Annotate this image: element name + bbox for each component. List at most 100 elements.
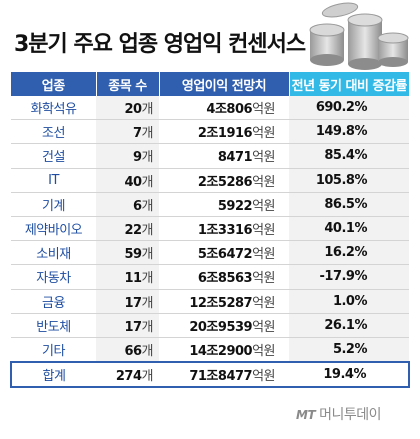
sector-cell: 건설 <box>11 143 96 169</box>
growth-value: 19.4% <box>323 367 366 383</box>
growth-value: -17.9% <box>319 269 368 285</box>
growth-cell: 1.0% <box>289 289 409 314</box>
profit-cell: 12조5287억원 <box>159 289 289 314</box>
sector-label: IT <box>48 172 59 188</box>
profit-value: 6조8563 <box>197 271 253 287</box>
sector-cell: 합계 <box>10 361 96 389</box>
count-cell: 11개 <box>96 264 159 290</box>
growth-value: 86.5% <box>324 196 367 212</box>
profit-value: 71조8477 <box>189 369 253 385</box>
growth-value: 105.8% <box>315 172 368 188</box>
growth-cell: 26.1% <box>289 313 409 338</box>
profit-value: 14조2900 <box>189 343 253 359</box>
count-value: 22 <box>124 223 142 239</box>
logo-prefix: MT <box>296 408 316 422</box>
count-cell: 6개 <box>96 192 159 217</box>
profit-unit: 억원 <box>252 150 275 166</box>
profit-unit: 억원 <box>252 102 275 118</box>
coins-icon <box>309 2 409 70</box>
count-unit: 개 <box>141 319 154 335</box>
profit-cell: 5922억원 <box>159 192 289 217</box>
profit-value: 4조806 <box>206 102 253 118</box>
table-row: 제약바이오 22개 1조3316억원 40.1% <box>11 216 409 242</box>
sector-label: 조선 <box>42 126 65 142</box>
profit-cell: 2조1916억원 <box>159 119 289 145</box>
growth-value: 149.8% <box>315 124 368 140</box>
count-value: 66 <box>124 343 142 359</box>
count-cell: 17개 <box>96 289 159 314</box>
profit-value: 12조5287 <box>189 295 253 311</box>
count-cell: 9개 <box>96 143 159 169</box>
count-cell: 59개 <box>96 240 159 266</box>
sector-cell: 제약바이오 <box>11 216 96 242</box>
profit-value: 2조1916 <box>197 126 253 142</box>
count-unit: 개 <box>141 198 154 214</box>
profit-cell: 4조806억원 <box>159 96 289 121</box>
table-row: 소비재 59개 5조6472억원 16.2% <box>11 240 409 266</box>
sector-label: 합계 <box>42 369 66 385</box>
profit-value: 2조5286 <box>197 174 253 190</box>
profit-unit: 억원 <box>252 271 275 287</box>
sector-label: 자동차 <box>36 271 71 287</box>
count-value: 59 <box>124 247 142 263</box>
growth-value: 40.1% <box>324 221 367 237</box>
count-unit: 개 <box>141 174 154 190</box>
count-unit: 개 <box>141 271 154 287</box>
profit-value: 5조6472 <box>197 247 253 263</box>
profit-unit: 억원 <box>252 343 275 359</box>
count-value: 17 <box>124 295 142 311</box>
sector-label: 기계 <box>42 198 65 214</box>
logo-name: 머니투데이 <box>319 407 381 423</box>
sector-cell: 기계 <box>11 192 96 217</box>
growth-value: 690.2% <box>315 100 368 116</box>
growth-value: 16.2% <box>324 245 367 261</box>
profit-value: 20조9539 <box>189 319 253 335</box>
count-unit: 개 <box>141 150 154 166</box>
total-row: 합계 274개 71조8477억원 19.4% <box>10 361 410 389</box>
count-value: 9 <box>132 150 142 166</box>
profit-value: 1조3316 <box>197 223 253 239</box>
table-header-row: 업종 종목 수 영업이익 전망치 전년 동기 대비 증감률 <box>11 72 409 96</box>
money-today-logo: MT 머니투데이 <box>296 404 381 424</box>
count-cell: 7개 <box>96 119 159 145</box>
count-unit: 개 <box>141 223 154 239</box>
count-cell: 274개 <box>96 361 159 389</box>
profit-cell: 2조5286억원 <box>159 168 289 193</box>
growth-cell: 86.5% <box>289 192 409 217</box>
count-cell: 22개 <box>96 216 159 242</box>
sector-cell: 소비재 <box>11 240 96 266</box>
count-value: 17 <box>124 319 142 335</box>
count-unit: 개 <box>141 126 154 142</box>
sector-label: 금융 <box>42 295 65 311</box>
profit-unit: 억원 <box>252 174 275 190</box>
profit-cell: 8471억원 <box>159 143 289 169</box>
growth-value: 5.2% <box>332 341 368 357</box>
page-title: 3분기 주요 업종 영업익 컨센서스 <box>14 32 306 57</box>
growth-cell: 149.8% <box>289 119 409 145</box>
count-unit: 개 <box>141 369 154 385</box>
sector-label: 기타 <box>42 343 65 359</box>
growth-cell: 40.1% <box>289 216 409 242</box>
profit-cell: 1조3316억원 <box>159 216 289 242</box>
count-value: 7 <box>132 126 142 142</box>
sector-cell: IT <box>11 168 96 193</box>
growth-cell: 85.4% <box>289 143 409 169</box>
table-row: 기타 66개 14조2900억원 5.2% <box>11 337 409 363</box>
header-count: 종목 수 <box>96 72 160 96</box>
count-value: 6 <box>132 198 142 214</box>
table-row: 자동차 11개 6조8563억원 -17.9% <box>11 264 409 290</box>
profit-cell: 71조8477억원 <box>159 361 289 389</box>
count-value: 20 <box>124 102 142 118</box>
count-value: 274 <box>115 369 142 385</box>
table-row: 금융 17개 12조5287억원 1.0% <box>11 289 409 314</box>
profit-cell: 14조2900억원 <box>159 337 289 363</box>
count-value: 40 <box>124 174 142 190</box>
count-value: 11 <box>124 271 142 287</box>
table-body: 화학석유 20개 4조806억원 690.2% 조선 7개 2조1916억원 149.8% 건설… <box>10 96 410 389</box>
table-row: 반도체 17개 20조9539억원 26.1% <box>11 313 409 338</box>
count-cell: 40개 <box>96 168 159 193</box>
sector-label: 화학석유 <box>30 102 77 118</box>
header-sector: 업종 <box>11 72 97 96</box>
count-cell: 20개 <box>96 96 159 121</box>
profit-unit: 억원 <box>252 247 275 263</box>
